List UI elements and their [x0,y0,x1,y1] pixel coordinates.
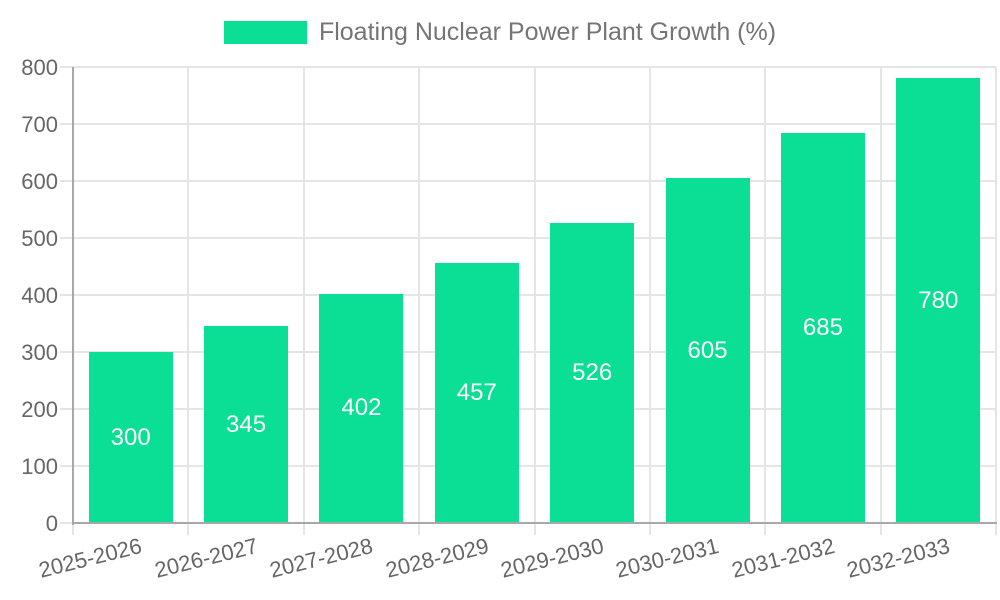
legend: Floating Nuclear Power Plant Growth (%) [0,18,1000,47]
legend-swatch [223,21,307,44]
h-gridline [60,180,996,182]
bar-value-label: 526 [572,359,613,387]
bar-value-label: 345 [226,410,267,438]
y-tick-label: 300 [21,340,58,365]
y-tick-label: 200 [21,397,58,422]
v-gridline [187,67,190,535]
bar-value-label: 780 [918,286,959,314]
bar [896,78,981,523]
v-gridline [302,67,305,535]
x-axis-line [72,522,997,524]
y-tick-label: 600 [21,169,58,194]
bar [319,293,404,523]
y-tick-label: 100 [21,454,58,479]
v-gridline [995,67,997,535]
h-gridline [60,123,996,125]
bar-value-label: 457 [456,378,497,406]
v-gridline [879,67,882,535]
legend-item[interactable]: Floating Nuclear Power Plant Growth (%) [223,18,777,47]
y-tick-label: 800 [21,55,58,80]
y-tick-label: 400 [21,283,58,308]
bar [434,262,519,523]
h-gridline [60,66,996,68]
bar-value-label: 300 [110,423,151,451]
x-tick-label: 2031-2032 [728,533,837,583]
x-tick-label: 2028-2029 [382,533,491,583]
x-tick-label: 2032-2033 [844,533,953,583]
h-gridline [60,408,996,410]
h-gridline [60,522,73,524]
v-gridline [764,67,767,535]
h-gridline [60,294,996,296]
bar [780,132,865,523]
y-axis-line [72,67,74,525]
x-tick-label: 2026-2027 [151,533,261,583]
h-gridline [60,465,996,467]
bar [550,223,635,523]
bar-value-label: 402 [341,394,382,422]
x-tick-label: 2025-2026 [36,533,145,583]
bar [204,326,289,523]
x-tick-label: 2029-2030 [498,533,607,583]
v-gridline [648,67,651,535]
legend-label: Floating Nuclear Power Plant Growth (%) [318,18,777,46]
x-tick-label: 2027-2028 [267,533,376,583]
v-gridline [533,67,536,535]
h-gridline [60,237,996,239]
h-gridline [60,351,996,353]
x-tick-label: 2030-2031 [613,533,722,583]
y-tick-label: 0 [45,511,58,536]
y-tick-label: 700 [21,112,58,137]
bar [665,178,750,523]
bar [88,352,173,523]
bar-value-label: 685 [802,313,843,341]
y-tick-label: 500 [21,226,58,251]
bar-value-label: 605 [687,336,728,364]
v-gridline [418,67,421,535]
